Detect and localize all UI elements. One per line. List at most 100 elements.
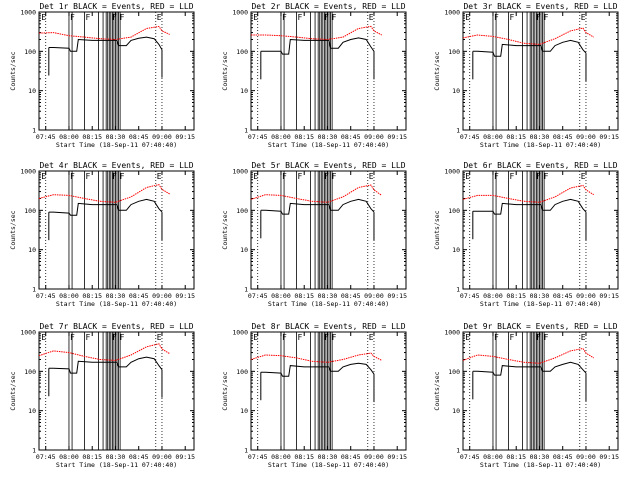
x-tick-label: 08:00 (59, 133, 79, 141)
x-tick-label: 09:00 (152, 292, 172, 300)
y-tick-label: 10 (452, 87, 460, 95)
x-tick-label: 08:45 (129, 292, 149, 300)
series-black-events (472, 198, 587, 215)
x-tick-label: 08:15 (506, 292, 526, 300)
y-tick-label: 10 (240, 87, 248, 95)
series-red-lld (251, 25, 382, 41)
x-tick-label: 09:00 (152, 453, 172, 461)
panel-title: Det 2r BLACK = Events, RED = LLD (251, 2, 405, 11)
flag-label: F (70, 333, 75, 342)
x-tick-label: 08:30 (106, 292, 126, 300)
y-tick-label: 1000 (444, 9, 460, 17)
x-tick-label: 08:30 (530, 292, 550, 300)
series-red-lld (250, 352, 382, 363)
x-tick-label: 09:00 (576, 133, 596, 141)
flag-label: F (282, 333, 287, 342)
x-tick-label: 08:30 (318, 133, 338, 141)
flag-label: E (581, 333, 586, 342)
flag-label: F (282, 172, 287, 181)
flag-label: E (157, 13, 162, 22)
y-tick-label: 1000 (232, 168, 248, 176)
series-red-lld (38, 184, 170, 203)
flag-label: E (41, 333, 46, 342)
flag-label: F (120, 333, 125, 342)
flag-label: F (120, 13, 125, 22)
y-axis-label: Counts/sec (433, 371, 441, 410)
flag-label: F (324, 333, 329, 342)
y-axis-label: Counts/sec (9, 371, 17, 410)
x-tick-label: 07:45 (248, 453, 268, 461)
flag-label: F (544, 333, 549, 342)
x-tick-label: 08:45 (129, 133, 149, 141)
panel-title: Det 6r BLACK = Events, RED = LLD (463, 161, 617, 170)
x-tick-label: 07:45 (36, 453, 56, 461)
y-tick-label: 1000 (444, 329, 460, 337)
x-tick-label: 08:00 (483, 133, 503, 141)
x-axis-label: Start Time (18-Sep-11 07:40:40) (56, 461, 177, 469)
flag-label: E (41, 13, 46, 22)
flag-label: F (536, 333, 541, 342)
x-tick-label: 08:45 (341, 133, 361, 141)
plot-frame (38, 11, 195, 131)
x-tick-label: 09:00 (364, 292, 384, 300)
flag-label: F (509, 333, 514, 342)
y-axis-label: Counts/sec (433, 51, 441, 90)
panel-det-1: Det 1r BLACK = Events, RED = LLD 1 10 100 10… (9, 2, 195, 149)
x-tick-label: 08:15 (82, 133, 102, 141)
flag-label: F (85, 172, 90, 181)
flag-label: F (544, 172, 549, 181)
x-tick-label: 08:45 (553, 133, 573, 141)
flag-label: F (112, 333, 117, 342)
flag-label: E (41, 172, 46, 181)
plot-frame (250, 11, 407, 131)
y-tick-label: 1 (32, 286, 36, 294)
y-tick-label: 10 (28, 87, 36, 95)
panel-det-5: Det 5r BLACK = Events, RED = LLD 1 10 100 10… (221, 161, 407, 308)
flag-label: E (369, 333, 374, 342)
series-black-events (48, 36, 163, 52)
plot-frame (462, 331, 619, 451)
x-tick-label: 09:15 (599, 453, 619, 461)
x-tick-label: 07:45 (36, 133, 56, 141)
y-tick-label: 1 (456, 127, 460, 135)
x-tick-label: 07:45 (460, 453, 480, 461)
x-tick-label: 09:15 (175, 292, 195, 300)
series-red-lld (462, 184, 594, 203)
x-tick-label: 08:15 (294, 133, 314, 141)
y-tick-label: 100 (448, 48, 460, 56)
x-axis-label: Start Time (18-Sep-11 07:40:40) (480, 141, 601, 149)
flag-label: F (494, 172, 499, 181)
panel-det-9: Det 9r BLACK = Events, RED = LLD 1 10 100 10… (433, 322, 619, 469)
x-tick-label: 09:15 (387, 453, 407, 461)
panel-title: Det 3r BLACK = Events, RED = LLD (463, 2, 617, 11)
x-axis-label: Start Time (18-Sep-11 07:40:40) (268, 300, 389, 308)
y-tick-label: 10 (452, 407, 460, 415)
y-tick-label: 1 (456, 447, 460, 455)
plot-frame (462, 170, 619, 290)
y-tick-label: 100 (236, 368, 248, 376)
panel-title: Det 5r BLACK = Events, RED = LLD (251, 161, 405, 170)
x-tick-label: 08:45 (341, 453, 361, 461)
series-red-lld (462, 27, 594, 45)
y-tick-label: 10 (452, 246, 460, 254)
x-tick-label: 09:15 (599, 133, 619, 141)
x-tick-label: 09:00 (576, 453, 596, 461)
series-black-events (48, 356, 163, 374)
series-black-events (48, 198, 163, 216)
panel-det-4: Det 4r BLACK = Events, RED = LLD 1 10 100 10… (9, 161, 195, 308)
panel-det-8: Det 8r BLACK = Events, RED = LLD 1 10 100 10… (221, 322, 407, 469)
x-axis-label: Start Time (18-Sep-11 07:40:40) (56, 300, 177, 308)
flag-label: F (85, 13, 90, 22)
y-tick-label: 1000 (444, 168, 460, 176)
panel-title: Det 1r BLACK = Events, RED = LLD (39, 2, 193, 11)
x-tick-label: 08:00 (271, 133, 291, 141)
panel-det-7: Det 7r BLACK = Events, RED = LLD 1 10 100 10… (9, 322, 195, 469)
y-tick-label: 10 (28, 246, 36, 254)
y-tick-label: 1000 (20, 329, 36, 337)
flag-label: F (112, 13, 117, 22)
flag-label: F (509, 172, 514, 181)
plot-frame (250, 170, 407, 290)
x-tick-label: 08:00 (271, 292, 291, 300)
y-tick-label: 100 (24, 207, 36, 215)
